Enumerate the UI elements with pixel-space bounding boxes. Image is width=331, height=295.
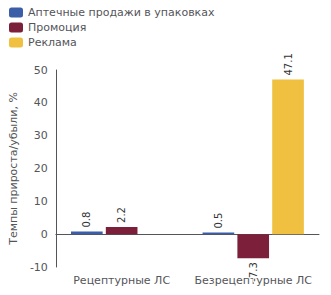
svg-text:40: 40 (34, 96, 48, 109)
svg-text:0.8: 0.8 (81, 212, 92, 228)
svg-text:47.1: 47.1 (283, 53, 294, 75)
svg-text:Темпы прироста/убыли, %: Темпы прироста/убыли, % (7, 92, 20, 246)
svg-text:Рецептурные ЛС: Рецептурные ЛС (73, 274, 170, 287)
svg-text:2.2: 2.2 (116, 207, 127, 223)
svg-text:Аптечные продажи в упаковках: Аптечные продажи в упаковках (28, 6, 215, 19)
svg-text:Реклама: Реклама (28, 36, 77, 49)
svg-text:Безрецептурные ЛС: Безрецептурные ЛС (194, 274, 312, 287)
svg-text:10: 10 (34, 195, 48, 208)
svg-text:20: 20 (34, 162, 48, 175)
svg-text:-10: -10 (30, 261, 48, 274)
svg-text:0: 0 (41, 228, 48, 241)
svg-text:-7.3: -7.3 (248, 262, 259, 282)
svg-text:30: 30 (34, 129, 48, 142)
svg-text:Промоция: Промоция (28, 21, 86, 34)
svg-text:50: 50 (34, 64, 48, 77)
svg-text:0.5: 0.5 (213, 213, 224, 229)
